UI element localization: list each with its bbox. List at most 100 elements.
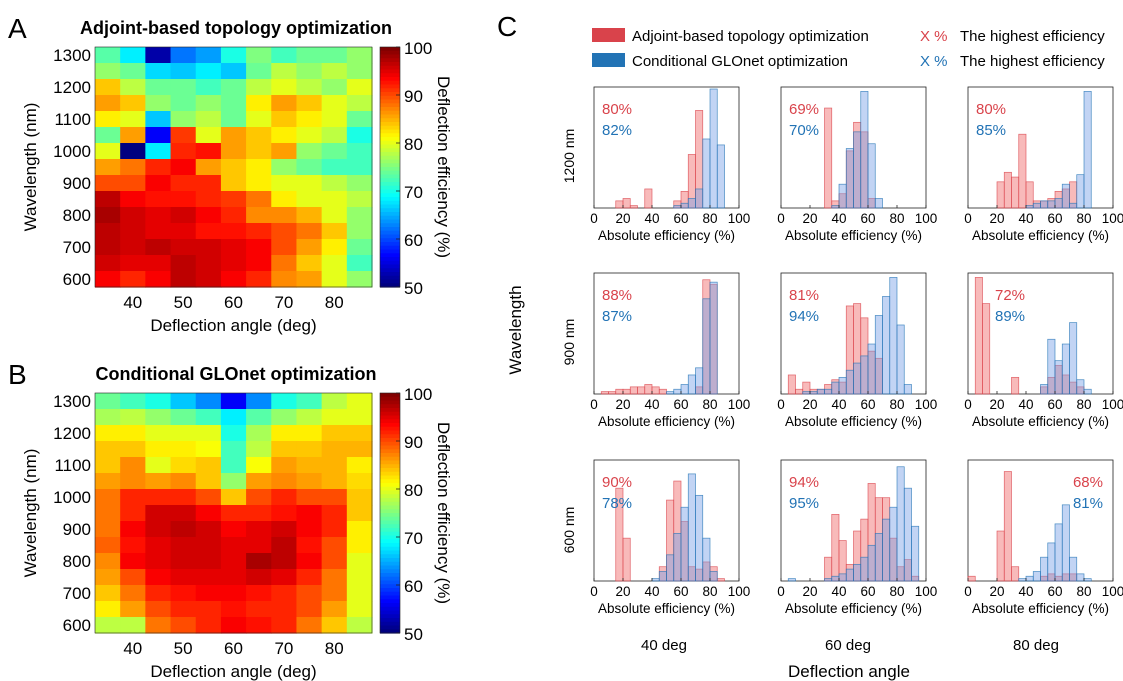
heatmap-b-cell <box>346 521 373 538</box>
glonet-bar <box>867 544 876 582</box>
heatmap-a-cell <box>95 143 121 160</box>
heatmap-a-cell <box>271 127 298 144</box>
heatmap-b-colorbar-step <box>380 565 400 570</box>
heatmap-b-cell <box>170 585 197 602</box>
glonet-bar <box>860 355 869 395</box>
heatmap-b-cell <box>95 537 121 554</box>
heatmap-a-cell <box>220 239 247 256</box>
heatmap-b-cell <box>346 601 373 618</box>
heatmap-adjoint: 40 50 60 70 80 1300 1200 1100 1000 900 800 700 600 De… <box>21 39 453 335</box>
heatmap-b-colorbar-step <box>380 471 400 477</box>
heatmap-b-cell <box>95 441 121 458</box>
heatmap-a-cell <box>271 63 298 80</box>
heatmap-b-cell <box>95 425 121 442</box>
heatmap-a-cell <box>170 207 197 224</box>
heatmap-a-cell <box>195 127 222 144</box>
glonet-bar <box>1047 542 1056 582</box>
glonet-bar <box>673 533 682 582</box>
heatmap-b-cell <box>120 585 146 602</box>
adjoint-best-label: 80% <box>976 101 1006 118</box>
histogram-xtick: 40 <box>1018 397 1033 412</box>
heatmap-a-cell <box>220 47 247 64</box>
heatmap-b-cell <box>246 473 272 490</box>
heatmap-a-cell <box>321 79 348 96</box>
histogram-xtick: 60 <box>1047 397 1062 412</box>
adjoint-best-label: 69% <box>789 101 819 118</box>
heatmap-a-cell <box>220 175 247 192</box>
heatmap-b-cell <box>95 409 121 426</box>
heatmap-a-cell <box>271 175 298 192</box>
heatmap-a-cell <box>346 47 373 64</box>
heatmap-a-cell <box>296 175 323 192</box>
histogram-grid: 0 20 40 60 80 100 Absolute efficiency (%) 80% 82… <box>590 86 1123 616</box>
heatmap-a-cell <box>296 255 323 272</box>
glonet-bar <box>673 388 682 395</box>
adjoint-bar <box>622 388 631 395</box>
histogram-panel: 0 20 40 60 80 100 Absolute efficiency (%) 90% 78… <box>590 459 750 616</box>
heatmap-a-colorbar-step <box>380 253 400 258</box>
heatmap-b-cell <box>145 473 172 490</box>
glonet-bar <box>1040 384 1049 395</box>
heatmap-a-cell <box>220 95 247 112</box>
heatmap-a-cell <box>95 207 121 224</box>
panel-letter-c: C <box>497 11 517 42</box>
adjoint-bar <box>608 391 617 395</box>
histogram-xtick: 20 <box>989 584 1004 599</box>
heatmap-a-cell <box>346 127 373 144</box>
heatmap-a-cell <box>246 175 272 192</box>
heatmap-a-cell <box>296 239 323 256</box>
heatmap-b-cell <box>246 569 272 586</box>
histogram-xtick: 100 <box>1102 397 1123 412</box>
heatmap-a-cell <box>346 191 373 208</box>
heatmap-b-cell <box>346 393 373 410</box>
heatmap-b-ytick: 700 <box>63 584 91 603</box>
heatmap-a-colorbar-step <box>380 77 400 82</box>
heatmap-b-cell <box>145 585 172 602</box>
adjoint-best-label: 80% <box>602 101 632 118</box>
heatmap-b-cell <box>120 393 146 410</box>
adjoint-bar <box>615 200 624 209</box>
histogram-xtick: 40 <box>644 397 659 412</box>
heatmap-b-cell <box>271 473 298 490</box>
heatmap-b-cell <box>145 489 172 506</box>
heatmap-a-xtick: 80 <box>325 293 344 312</box>
heatmap-a-cell <box>170 95 197 112</box>
heatmap-a-colorbar-step <box>380 95 400 101</box>
heatmap-b-cell <box>271 409 298 426</box>
heatmap-b-colorbar-step <box>380 479 400 484</box>
heatmap-b-cell <box>346 489 373 506</box>
heatmap-b-cell <box>170 393 197 410</box>
histogram-panel: 0 20 40 60 80 100 Absolute efficiency (%) 81% 94… <box>777 272 937 429</box>
histogram-xlabel: Absolute efficiency (%) <box>598 414 735 429</box>
heatmap-a-cell <box>145 255 172 272</box>
heatmap-b-colorbar-step <box>380 629 400 634</box>
heatmap-b-cell <box>321 521 348 538</box>
glonet-bar <box>687 198 696 209</box>
heatmap-b-colorbar-step <box>380 516 400 522</box>
heatmap-b-cell <box>346 441 373 458</box>
heatmap-b-colorbar-step <box>380 524 400 529</box>
glonet-bar <box>651 578 660 582</box>
row-label-900: 900 nm <box>561 319 577 366</box>
heatmap-b-cell <box>220 521 247 538</box>
adjoint-bar <box>651 386 660 395</box>
heatmap-b-colorbar-step <box>380 546 400 552</box>
heatmap-a-colorbar-step <box>380 140 400 146</box>
heatmap-b-cell <box>321 425 348 442</box>
glonet-bar <box>1040 556 1049 582</box>
heatmap-b-cell <box>271 441 298 458</box>
heatmap-a-cell <box>95 175 121 192</box>
histogram-xtick: 0 <box>777 397 785 412</box>
heatmap-b-cell <box>346 425 373 442</box>
heatmap-b-cell <box>246 425 272 442</box>
adjoint-best-label: 81% <box>789 287 819 304</box>
histogram-xtick: 20 <box>989 397 1004 412</box>
heatmap-a-colorbar-step <box>380 144 400 149</box>
glonet-bar <box>1061 343 1070 395</box>
panel-a-title: Adjoint-based topology optimization <box>80 18 392 38</box>
adjoint-bar <box>615 487 624 582</box>
heatmap-a-cell <box>120 111 146 128</box>
heatmap-b-cell <box>296 473 323 490</box>
heatmap-b-cell <box>246 601 272 618</box>
